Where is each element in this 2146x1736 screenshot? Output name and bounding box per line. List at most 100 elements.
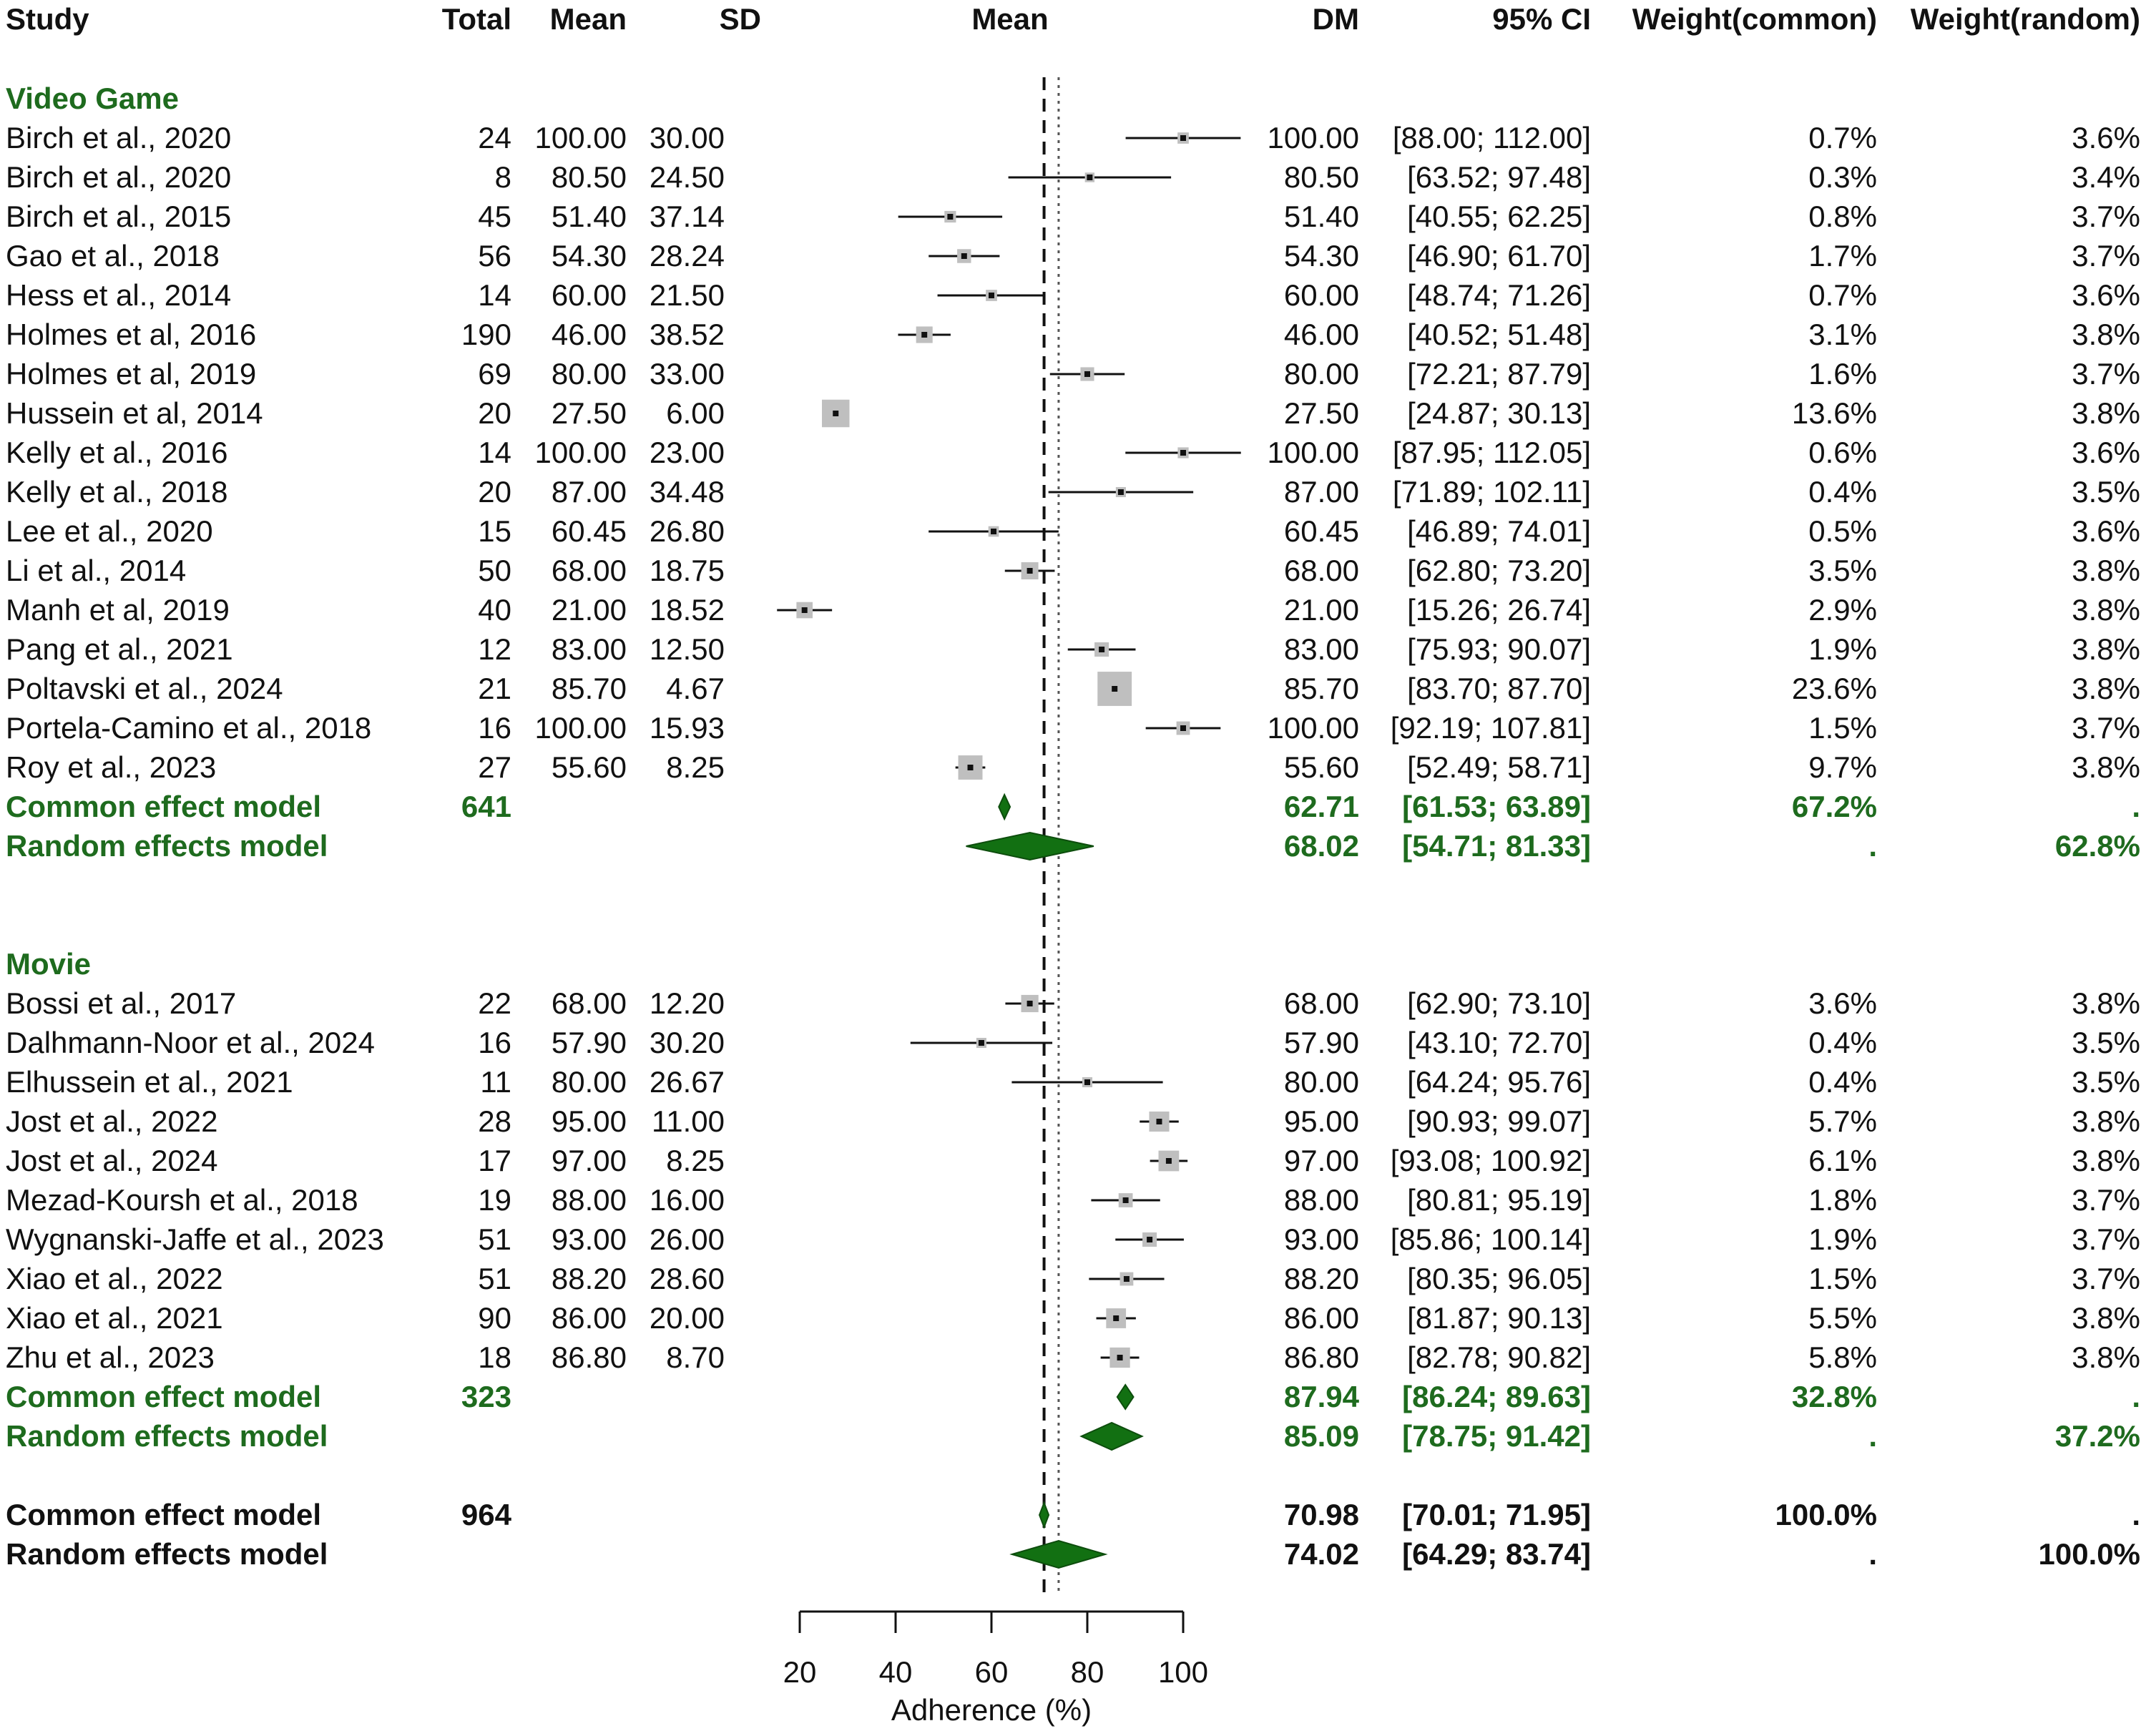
study-name: Hess et al., 2014 bbox=[6, 278, 232, 312]
movie-common-effect-total: 323 bbox=[461, 1380, 511, 1413]
study-sd: 26.00 bbox=[649, 1222, 725, 1256]
study-name: Birch et al., 2020 bbox=[6, 121, 232, 155]
study-mean: 100.00 bbox=[534, 711, 627, 745]
study-point bbox=[1027, 568, 1033, 574]
study-name: Zhu et al., 2023 bbox=[6, 1340, 215, 1374]
study-point bbox=[989, 293, 994, 298]
study-weight-random: 3.5% bbox=[2072, 1065, 2140, 1099]
study-name: Bossi et al., 2017 bbox=[6, 986, 237, 1020]
x-axis-tick-label: 100 bbox=[1158, 1655, 1208, 1689]
study-mean: 100.00 bbox=[534, 436, 627, 469]
study-mean: 21.00 bbox=[551, 593, 627, 627]
study-mean: 55.60 bbox=[551, 750, 627, 784]
study-weight-common: 0.5% bbox=[1808, 514, 1877, 548]
study-weight-random: 3.7% bbox=[2072, 239, 2140, 273]
study-dm: 27.50 bbox=[1283, 396, 1359, 430]
study-point bbox=[1084, 371, 1090, 377]
study-dm: 83.00 bbox=[1283, 632, 1359, 666]
study-ci: [81.87; 90.13] bbox=[1407, 1301, 1591, 1335]
overall-common-effect-weight-common: 100.0% bbox=[1775, 1498, 1877, 1531]
study-mean: 100.00 bbox=[534, 121, 627, 155]
study-weight-common: 1.7% bbox=[1808, 239, 1877, 273]
study-total: 16 bbox=[478, 711, 511, 745]
study-sd: 20.00 bbox=[649, 1301, 725, 1335]
study-ci: [71.89; 102.11] bbox=[1392, 475, 1591, 509]
study-name: Kelly et al., 2016 bbox=[6, 436, 228, 469]
overall-common-effect-label: Common effect model bbox=[6, 1498, 322, 1531]
study-weight-common: 0.4% bbox=[1808, 1065, 1877, 1099]
study-sd: 8.70 bbox=[666, 1340, 725, 1374]
study-sd: 30.00 bbox=[649, 121, 725, 155]
overall-common-effect-dm: 70.98 bbox=[1283, 1498, 1359, 1531]
study-total: 17 bbox=[478, 1144, 511, 1177]
study-sd: 24.50 bbox=[649, 160, 725, 194]
study-weight-common: 3.1% bbox=[1808, 318, 1877, 351]
study-weight-random: 3.8% bbox=[2072, 672, 2140, 705]
study-mean: 83.00 bbox=[551, 632, 627, 666]
study-ci: [85.86; 100.14] bbox=[1390, 1222, 1591, 1256]
study-mean: 27.50 bbox=[551, 396, 627, 430]
study-sd: 21.50 bbox=[649, 278, 725, 312]
study-ci: [46.89; 74.01] bbox=[1407, 514, 1591, 548]
study-sd: 18.52 bbox=[649, 593, 725, 627]
study-weight-common: 0.3% bbox=[1808, 160, 1877, 194]
study-dm: 60.00 bbox=[1283, 278, 1359, 312]
study-total: 14 bbox=[478, 278, 511, 312]
study-ci: [72.21; 87.79] bbox=[1407, 357, 1591, 391]
study-dm: 100.00 bbox=[1267, 711, 1359, 745]
video-game-common-effect-ci: [61.53; 63.89] bbox=[1402, 790, 1591, 823]
study-weight-common: 3.6% bbox=[1808, 986, 1877, 1020]
video-game-random-effects-weight-common: . bbox=[1868, 829, 1877, 863]
x-axis-tick-label: 80 bbox=[1071, 1655, 1104, 1689]
study-point bbox=[1117, 489, 1124, 495]
overall-random-effects-dm: 74.02 bbox=[1283, 1537, 1359, 1571]
study-mean: 57.90 bbox=[551, 1026, 627, 1059]
study-name: Birch et al., 2015 bbox=[6, 200, 232, 233]
study-name: Dalhmann-Noor et al., 2024 bbox=[6, 1026, 375, 1059]
study-name: Lee et al., 2020 bbox=[6, 514, 213, 548]
study-weight-common: 1.5% bbox=[1808, 1262, 1877, 1295]
overall-random-effects-weight-common: . bbox=[1868, 1537, 1877, 1571]
movie-random-effects-diamond bbox=[1079, 1421, 1144, 1451]
overall-random-effects-label: Random effects model bbox=[6, 1537, 328, 1571]
study-mean: 51.40 bbox=[551, 200, 627, 233]
study-weight-common: 9.7% bbox=[1808, 750, 1877, 784]
study-point bbox=[1180, 450, 1186, 456]
video-game-common-effect-total: 641 bbox=[461, 790, 511, 823]
study-point bbox=[1180, 725, 1186, 731]
study-mean: 85.70 bbox=[551, 672, 627, 705]
study-point bbox=[961, 253, 967, 259]
study-point bbox=[801, 607, 808, 613]
video-game-random-effects-dm: 68.02 bbox=[1283, 829, 1359, 863]
study-weight-common: 3.5% bbox=[1808, 554, 1877, 587]
study-ci: [62.90; 73.10] bbox=[1407, 986, 1591, 1020]
study-weight-common: 1.9% bbox=[1808, 1222, 1877, 1256]
study-total: 69 bbox=[478, 357, 511, 391]
study-weight-random: 3.7% bbox=[2072, 200, 2140, 233]
header-ci: 95% CI bbox=[1492, 2, 1591, 36]
study-total: 19 bbox=[478, 1183, 511, 1217]
study-ci: [90.93; 99.07] bbox=[1407, 1104, 1591, 1138]
study-ci: [63.52; 97.48] bbox=[1407, 160, 1591, 194]
study-mean: 86.00 bbox=[551, 1301, 627, 1335]
study-dm: 93.00 bbox=[1283, 1222, 1359, 1256]
x-axis-tick-label: 60 bbox=[975, 1655, 1009, 1689]
study-sd: 12.20 bbox=[649, 986, 725, 1020]
study-total: 14 bbox=[478, 436, 511, 469]
study-total: 56 bbox=[478, 239, 511, 273]
study-name: Xiao et al., 2021 bbox=[6, 1301, 223, 1335]
study-dm: 54.30 bbox=[1283, 239, 1359, 273]
movie-random-effects-dm: 85.09 bbox=[1283, 1419, 1359, 1453]
overall-random-effects-ci: [64.29; 83.74] bbox=[1402, 1537, 1591, 1571]
study-total: 20 bbox=[478, 475, 511, 509]
study-weight-random: 3.8% bbox=[2072, 750, 2140, 784]
study-sd: 37.14 bbox=[649, 200, 725, 233]
study-name: Holmes et al, 2016 bbox=[6, 318, 257, 351]
study-total: 16 bbox=[478, 1026, 511, 1059]
study-mean: 88.00 bbox=[551, 1183, 627, 1217]
movie-common-effect-diamond bbox=[1116, 1383, 1135, 1411]
study-point bbox=[1156, 1119, 1162, 1124]
study-mean: 60.45 bbox=[551, 514, 627, 548]
